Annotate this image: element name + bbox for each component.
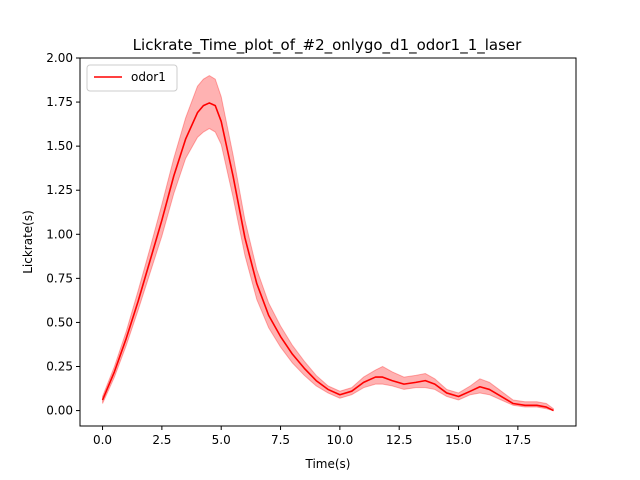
y-tick-label: 1.25: [46, 183, 73, 197]
x-tick-label: 15.0: [445, 433, 472, 447]
x-tick-label: 5.0: [212, 433, 231, 447]
x-tick-label: 7.5: [271, 433, 290, 447]
y-tick-label: 1.00: [46, 227, 73, 241]
y-axis-label: Lickrate(s): [21, 210, 35, 274]
y-tick-label: 1.75: [46, 95, 73, 109]
plot-area: [101, 75, 554, 412]
y-tick-label: 0.25: [46, 360, 73, 374]
series-line-odor1: [101, 102, 554, 412]
plot-frame: [79, 57, 577, 427]
axis-ticks: 0.0 2.5 5.0 7.5 10.0 12.5 15.0 17.5 0.00 0.25 0.50…: [46, 51, 531, 447]
confidence-band-odor1: [102, 75, 554, 412]
x-tick-label: 17.5: [504, 433, 531, 447]
y-tick-label: 0.75: [46, 271, 73, 285]
x-tick-label: 10.0: [327, 433, 354, 447]
y-tick-label: 2.00: [46, 51, 73, 65]
y-tick-label: 1.50: [46, 139, 73, 153]
legend: odor1: [86, 64, 178, 92]
x-tick-label: 2.5: [152, 433, 171, 447]
x-tick-label: 12.5: [386, 433, 413, 447]
x-axis-label: Time(s): [305, 457, 351, 471]
y-tick-label: 0.50: [46, 315, 73, 329]
chart-title: Lickrate_Time_plot_of_#2_onlygo_d1_odor1…: [133, 36, 522, 55]
y-tick-label: 0.00: [46, 404, 73, 418]
legend-label-odor1: odor1: [131, 70, 166, 84]
legend-box: [86, 64, 178, 92]
x-tick-label: 0.0: [93, 433, 112, 447]
